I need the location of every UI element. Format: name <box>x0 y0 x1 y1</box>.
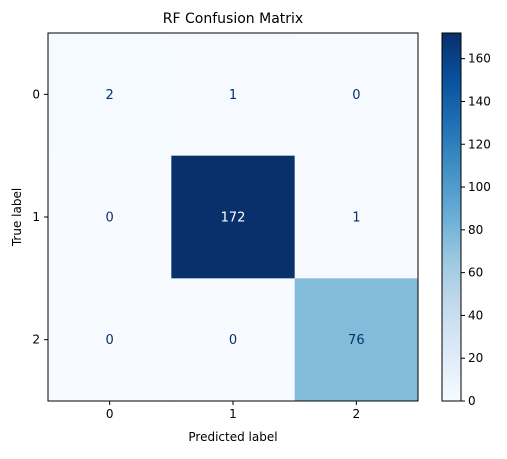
colorbar-ticks: 0 20 40 60 80 100 120 140 160 <box>461 52 491 408</box>
cell-value-label: 2 <box>106 88 114 103</box>
x-tick-label: 0 <box>106 407 114 421</box>
colorbar <box>441 32 462 402</box>
cell-value-label: 0 <box>229 333 237 348</box>
x-tick-label: 2 <box>353 407 361 421</box>
cell-value-label: 172 <box>221 211 246 226</box>
colorbar-tick-label: 20 <box>468 351 483 365</box>
heatmap-cell <box>171 33 296 157</box>
colorbar-tick-label: 140 <box>468 94 491 108</box>
heatmap-cell <box>171 278 296 402</box>
cell-value-label: 1 <box>229 88 237 103</box>
x-axis-ticks: 0 1 2 <box>106 401 360 421</box>
cell-value-label: 0 <box>352 88 360 103</box>
chart-title: RF Confusion Matrix <box>163 11 303 27</box>
y-axis-label: True label <box>10 188 24 247</box>
y-tick-label: 2 <box>32 333 40 347</box>
x-axis-label: Predicted label <box>188 430 277 444</box>
y-tick-label: 1 <box>32 210 40 224</box>
colorbar-tick-label: 60 <box>468 266 483 280</box>
colorbar-tick-label: 40 <box>468 308 483 322</box>
y-tick-label: 0 <box>32 87 40 101</box>
colorbar-tick-label: 100 <box>468 180 491 194</box>
heatmap-cell <box>294 278 419 402</box>
cell-value-label: 0 <box>106 211 114 226</box>
x-tick-label: 1 <box>229 407 237 421</box>
heatmap-cell <box>48 155 172 279</box>
y-axis-ticks: 0 1 2 <box>32 87 48 347</box>
colorbar-tick-label: 120 <box>468 137 491 151</box>
cell-value-label: 0 <box>106 333 114 348</box>
heatmap-cell <box>171 155 296 279</box>
colorbar-tick-label: 160 <box>468 52 491 66</box>
heatmap-cell <box>294 155 419 279</box>
cell-value-labels: 2 1 0 0 172 1 0 0 76 <box>106 88 365 348</box>
colorbar-tick-label: 0 <box>468 394 476 408</box>
colorbar-tick-label: 80 <box>468 223 483 237</box>
cell-value-label: 76 <box>348 333 365 348</box>
heatmap-cell <box>294 33 419 157</box>
heatmap-cell <box>48 278 172 402</box>
cell-value-label: 1 <box>352 211 360 226</box>
heatmap-cell <box>48 33 172 157</box>
heatmap-cells <box>48 33 419 402</box>
